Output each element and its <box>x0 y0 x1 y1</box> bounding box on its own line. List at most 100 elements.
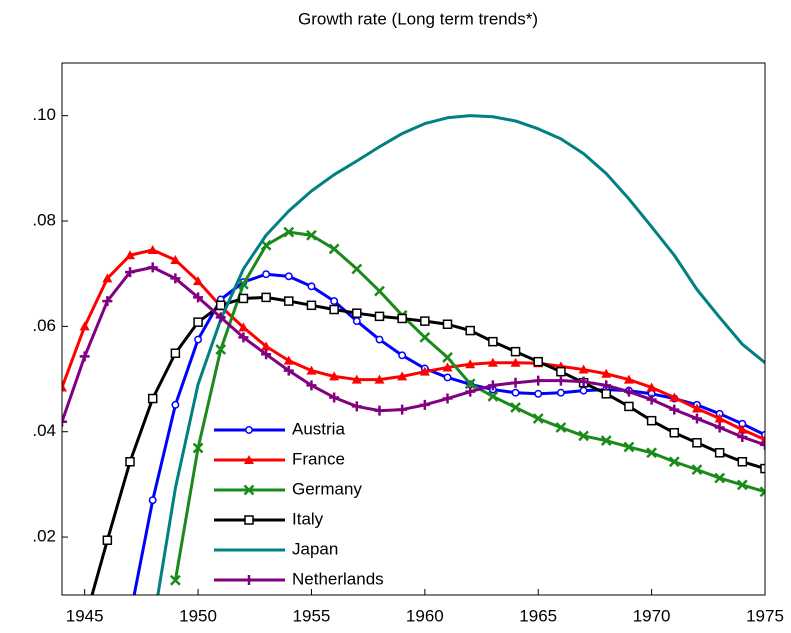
marker <box>533 356 543 367</box>
marker <box>283 226 295 238</box>
marker <box>329 371 340 381</box>
series-line <box>156 114 765 595</box>
legend-marker <box>244 455 254 464</box>
marker <box>261 341 272 351</box>
y-tick-label: .06 <box>32 316 56 335</box>
marker <box>601 380 612 391</box>
legend-label: Japan <box>292 539 338 558</box>
marker <box>510 402 521 413</box>
marker <box>193 292 204 303</box>
marker <box>261 349 272 360</box>
marker <box>238 322 249 332</box>
marker <box>147 244 158 254</box>
y-tick-label: .04 <box>32 421 56 440</box>
marker <box>215 300 226 311</box>
marker <box>646 447 657 459</box>
marker <box>691 403 702 413</box>
marker <box>736 479 748 491</box>
marker <box>578 430 589 442</box>
marker <box>692 438 702 448</box>
marker <box>102 296 113 307</box>
marker <box>532 413 544 424</box>
marker <box>556 366 566 377</box>
marker <box>691 464 703 476</box>
chart-title: Growth rate (Long term trends*) <box>298 9 538 28</box>
legend-marker <box>243 484 255 496</box>
marker <box>579 386 588 395</box>
marker <box>306 300 317 311</box>
marker <box>623 374 634 384</box>
marker <box>215 344 227 355</box>
marker <box>646 382 657 392</box>
marker <box>601 368 612 378</box>
marker <box>669 404 680 415</box>
marker <box>578 376 589 387</box>
marker <box>443 373 452 382</box>
marker <box>329 392 340 403</box>
legend-marker <box>244 515 254 525</box>
x-tick-label: 1960 <box>406 606 444 625</box>
marker <box>328 243 340 255</box>
marker <box>125 456 135 467</box>
legend-label: Austria <box>292 419 345 438</box>
marker <box>352 308 362 318</box>
marker <box>419 332 431 343</box>
x-tick-label: 1950 <box>179 606 217 625</box>
marker <box>375 335 384 344</box>
marker <box>283 355 294 365</box>
marker <box>465 359 476 369</box>
y-tick-label: .08 <box>32 211 56 230</box>
marker <box>442 352 453 363</box>
marker <box>306 380 317 391</box>
marker <box>669 392 680 402</box>
marker <box>465 386 476 397</box>
marker <box>511 388 520 397</box>
marker <box>737 456 748 467</box>
marker <box>79 351 90 362</box>
legend-label: France <box>292 449 345 468</box>
marker <box>351 374 362 384</box>
marker <box>669 428 680 438</box>
marker <box>147 262 158 273</box>
marker <box>193 276 204 286</box>
marker <box>102 535 113 545</box>
marker <box>419 399 430 410</box>
marker <box>419 366 430 376</box>
marker <box>125 267 136 278</box>
marker <box>601 389 612 399</box>
marker <box>147 393 158 404</box>
marker <box>760 439 765 450</box>
marker <box>170 574 181 586</box>
marker <box>759 486 765 498</box>
marker <box>306 365 317 375</box>
marker <box>442 319 453 330</box>
marker <box>171 400 180 409</box>
marker <box>737 424 748 434</box>
marker <box>148 496 157 505</box>
plot-area <box>62 114 765 595</box>
marker <box>329 304 339 315</box>
x-tick-label: 1955 <box>293 606 331 625</box>
marker <box>194 335 203 344</box>
marker <box>102 273 113 283</box>
marker <box>533 375 544 386</box>
marker <box>510 357 521 367</box>
marker <box>62 416 67 427</box>
marker <box>351 263 363 275</box>
marker <box>534 389 543 398</box>
marker <box>238 278 249 290</box>
marker <box>578 364 589 374</box>
marker <box>465 325 475 336</box>
marker <box>352 317 361 326</box>
legend-marker <box>244 575 254 585</box>
marker <box>623 441 635 453</box>
marker <box>284 296 294 306</box>
marker <box>397 404 408 415</box>
marker <box>238 293 249 304</box>
legend-marker <box>245 426 253 434</box>
marker <box>284 272 293 281</box>
marker <box>283 365 294 376</box>
marker <box>623 386 634 397</box>
marker <box>442 362 453 372</box>
